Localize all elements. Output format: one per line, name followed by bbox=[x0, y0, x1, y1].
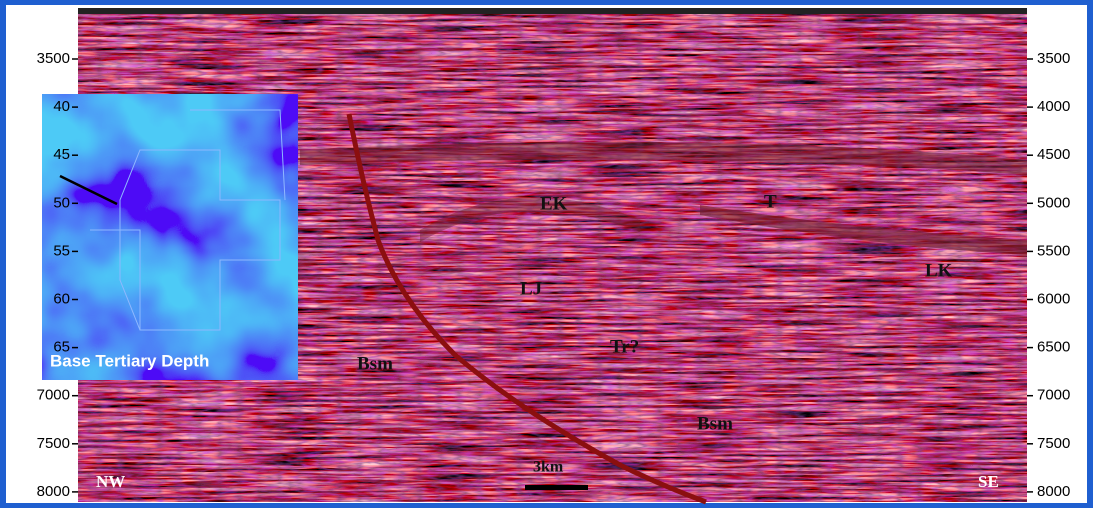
right-depth-label: 5500 bbox=[1037, 242, 1070, 259]
right-depth-label: 4500 bbox=[1037, 146, 1070, 163]
right-depth-label: 4000 bbox=[1037, 98, 1070, 115]
right-depth-label: 3500 bbox=[1037, 50, 1070, 67]
scale-bar bbox=[525, 485, 588, 490]
fault-line bbox=[346, 113, 707, 505]
right-depth-label: 6500 bbox=[1037, 339, 1070, 356]
left-depth-label: 8000 bbox=[37, 483, 70, 500]
direction-label: NW bbox=[96, 472, 125, 491]
unit-label: LK bbox=[925, 260, 953, 281]
left-depth-label: 7500 bbox=[37, 435, 70, 452]
unit-label: T bbox=[764, 191, 777, 212]
right-depth-label: 7500 bbox=[1037, 435, 1070, 452]
left-depth-label: 45 bbox=[53, 146, 70, 163]
left-depth-label: 3500 bbox=[37, 50, 70, 67]
scale-bar-label: 3km bbox=[533, 459, 564, 476]
left-depth-label: 50 bbox=[53, 194, 70, 211]
right-depth-label: 8000 bbox=[1037, 483, 1070, 500]
left-depth-label: 60 bbox=[53, 290, 70, 307]
unit-label: Bsm bbox=[357, 353, 393, 374]
direction-label: SE bbox=[978, 472, 999, 491]
left-depth-label: 65 bbox=[53, 339, 70, 356]
right-depth-label: 5000 bbox=[1037, 194, 1070, 211]
unit-label: Tr? bbox=[610, 336, 639, 357]
left-depth-label: 55 bbox=[53, 242, 70, 259]
unit-label: LJ bbox=[520, 278, 542, 299]
right-depth-label: 7000 bbox=[1037, 387, 1070, 404]
unit-label: EK bbox=[540, 193, 568, 214]
left-depth-label: 7000 bbox=[37, 387, 70, 404]
unit-label: Bsm bbox=[697, 413, 733, 434]
inset-title: Base Tertiary Depth bbox=[50, 351, 209, 370]
left-depth-label: 40 bbox=[53, 98, 70, 115]
right-depth-label: 6000 bbox=[1037, 290, 1070, 307]
inset-map: Base Tertiary Depth bbox=[42, 94, 298, 380]
